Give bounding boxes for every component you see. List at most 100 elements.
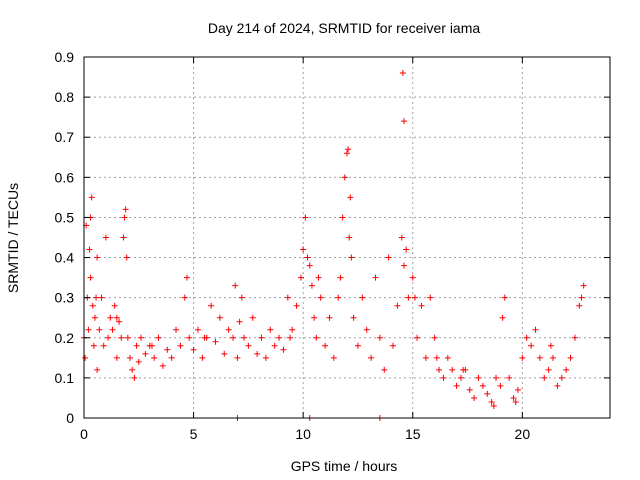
data-point [409,274,416,281]
data-point [550,354,557,361]
data-point [254,350,261,357]
y-tick-label: 0.2 [55,330,75,346]
x-axis-label: GPS time / hours [291,458,398,474]
data-point [554,382,561,389]
data-point [135,358,142,365]
data-point [341,174,348,181]
data-point [308,282,315,289]
data-point [372,274,379,281]
data-point [280,346,287,353]
data-point [363,326,370,333]
data-point [528,342,535,349]
y-tick-label: 0.9 [55,49,75,65]
data-point [479,382,486,389]
data-point [322,342,329,349]
data-point [510,394,517,401]
data-point [501,294,508,301]
data-point [354,342,361,349]
data-point [177,342,184,349]
x-tick-label: 20 [515,426,531,442]
data-point [398,234,405,241]
data-point [267,326,274,333]
data-point [287,334,294,341]
data-point [376,334,383,341]
data-point [293,302,300,309]
data-point [216,314,223,321]
data-point [414,334,421,341]
data-point [96,326,103,333]
data-point [194,326,201,333]
data-point [339,214,346,221]
data-point [506,374,513,381]
data-point [100,342,107,349]
data-point [249,314,256,321]
data-point [433,354,440,361]
plot-frame [83,56,611,419]
data-point [460,366,467,373]
data-point [436,366,443,373]
data-point [113,314,120,321]
data-point [558,374,565,381]
data-point [127,354,134,361]
data-point [440,374,447,381]
data-point [345,146,352,153]
data-point [297,274,304,281]
data-point [497,382,504,389]
data-point [102,234,109,241]
data-point [271,342,278,349]
data-point [90,342,97,349]
data-point [258,334,265,341]
data-point [123,254,130,261]
data-point [121,214,128,221]
data-point [184,274,191,281]
data-point [155,334,162,341]
data-point [148,342,155,349]
data-point [208,302,215,309]
data-point [82,354,89,361]
data-point [225,326,232,333]
data-point [545,366,552,373]
data-point [98,294,105,301]
data-point [571,334,578,341]
data-point [359,294,366,301]
data-point [563,366,570,373]
data-point [390,342,397,349]
data-point [400,118,407,125]
y-tick-label: 0.7 [55,129,75,145]
data-point [514,386,521,393]
data-point [315,274,322,281]
data-point [576,302,583,309]
data-point [453,382,460,389]
data-point [578,294,585,301]
data-point [168,354,175,361]
data-point [181,294,188,301]
data-point [444,354,451,361]
data-point [385,254,392,261]
data-point [394,302,401,309]
data-point [418,302,425,309]
x-tick-label: 15 [405,426,421,442]
data-point [238,294,245,301]
data-point [532,326,539,333]
data-point [151,354,158,361]
data-point [346,234,353,241]
data-point [94,366,101,373]
data-point [484,390,491,397]
data-point [350,314,357,321]
data-point [284,294,291,301]
data-point [449,366,456,373]
data-point [300,246,307,253]
data-point [221,350,228,357]
data-point [337,274,344,281]
y-tick-label: 0.8 [55,89,75,105]
data-point [164,346,171,353]
data-point [232,282,239,289]
data-point [344,150,350,157]
data-point [262,354,269,361]
data-point [400,262,407,269]
data-point [488,398,495,405]
data-point [512,398,519,405]
data-point [91,314,98,321]
